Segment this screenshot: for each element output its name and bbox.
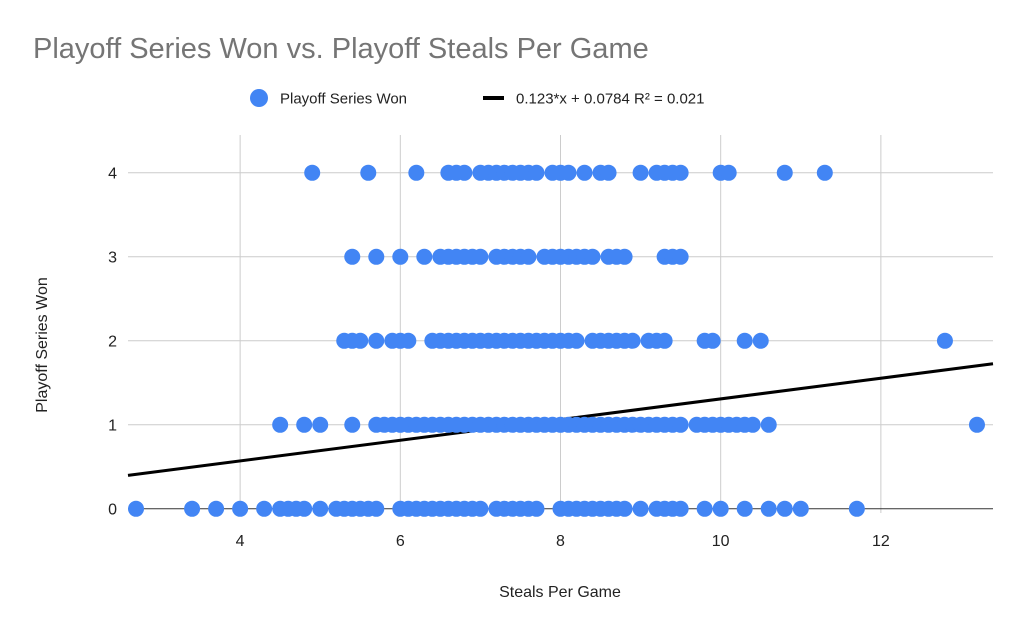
data-point — [704, 332, 721, 349]
data-point — [792, 500, 809, 517]
data-point — [312, 500, 329, 517]
data-point — [344, 416, 361, 433]
data-point — [360, 164, 377, 181]
data-point — [184, 500, 201, 517]
data-point — [368, 248, 385, 265]
data-point — [128, 500, 145, 517]
data-point — [456, 164, 473, 181]
y-tick-label: 3 — [108, 249, 117, 266]
data-point — [776, 500, 793, 517]
data-point — [296, 416, 313, 433]
y-axis-label: Playoff Series Won — [34, 277, 51, 412]
x-axis-label: Steals Per Game — [499, 584, 621, 601]
data-point — [816, 164, 833, 181]
gridlines — [128, 135, 993, 513]
data-point — [400, 332, 417, 349]
data-point — [848, 500, 865, 517]
y-tick-label: 0 — [108, 501, 117, 518]
data-point — [408, 164, 425, 181]
data-point — [672, 416, 689, 433]
data-point — [312, 416, 329, 433]
x-tick-label: 4 — [236, 533, 245, 550]
data-point — [672, 500, 689, 517]
x-tick-label: 10 — [712, 533, 730, 550]
data-point — [584, 248, 601, 265]
data-point — [568, 332, 585, 349]
data-point — [472, 248, 489, 265]
data-points — [128, 164, 985, 517]
legend-marker-series — [250, 89, 268, 107]
data-point — [616, 248, 633, 265]
data-point — [936, 332, 953, 349]
data-point — [528, 164, 545, 181]
data-point — [632, 164, 649, 181]
x-tick-label: 12 — [872, 533, 890, 550]
data-point — [208, 500, 225, 517]
data-point — [760, 500, 777, 517]
data-point — [656, 332, 673, 349]
data-point — [576, 164, 593, 181]
data-point — [416, 248, 433, 265]
data-point — [736, 332, 753, 349]
data-point — [752, 332, 769, 349]
data-point — [272, 416, 289, 433]
data-point — [616, 500, 633, 517]
data-point — [232, 500, 249, 517]
data-point — [672, 248, 689, 265]
data-point — [776, 164, 793, 181]
data-point — [624, 332, 641, 349]
data-point — [736, 500, 753, 517]
y-tick-label: 4 — [108, 165, 117, 182]
data-point — [672, 164, 689, 181]
legend: Playoff Series Won 0.123*x + 0.0784 R² =… — [250, 89, 704, 108]
data-point — [392, 248, 409, 265]
legend-label-series: Playoff Series Won — [280, 91, 407, 108]
data-point — [296, 500, 313, 517]
data-point — [744, 416, 761, 433]
data-point — [304, 164, 321, 181]
data-point — [528, 500, 545, 517]
data-point — [344, 248, 361, 265]
data-point — [712, 500, 729, 517]
y-tick-label: 2 — [108, 333, 117, 350]
data-point — [560, 164, 577, 181]
chart-title: Playoff Series Won vs. Playoff Steals Pe… — [33, 33, 649, 65]
data-point — [256, 500, 273, 517]
data-point — [968, 416, 985, 433]
data-point — [472, 500, 489, 517]
data-point — [368, 500, 385, 517]
x-tick-label: 8 — [556, 533, 565, 550]
data-point — [352, 332, 369, 349]
data-point — [600, 164, 617, 181]
legend-label-trendline: 0.123*x + 0.0784 R² = 0.021 — [516, 91, 704, 108]
data-point — [760, 416, 777, 433]
x-tick-label: 6 — [396, 533, 405, 550]
data-point — [696, 500, 713, 517]
data-point — [632, 500, 649, 517]
data-point — [520, 248, 537, 265]
y-tick-label: 1 — [108, 417, 117, 434]
data-point — [368, 332, 385, 349]
data-point — [720, 164, 737, 181]
